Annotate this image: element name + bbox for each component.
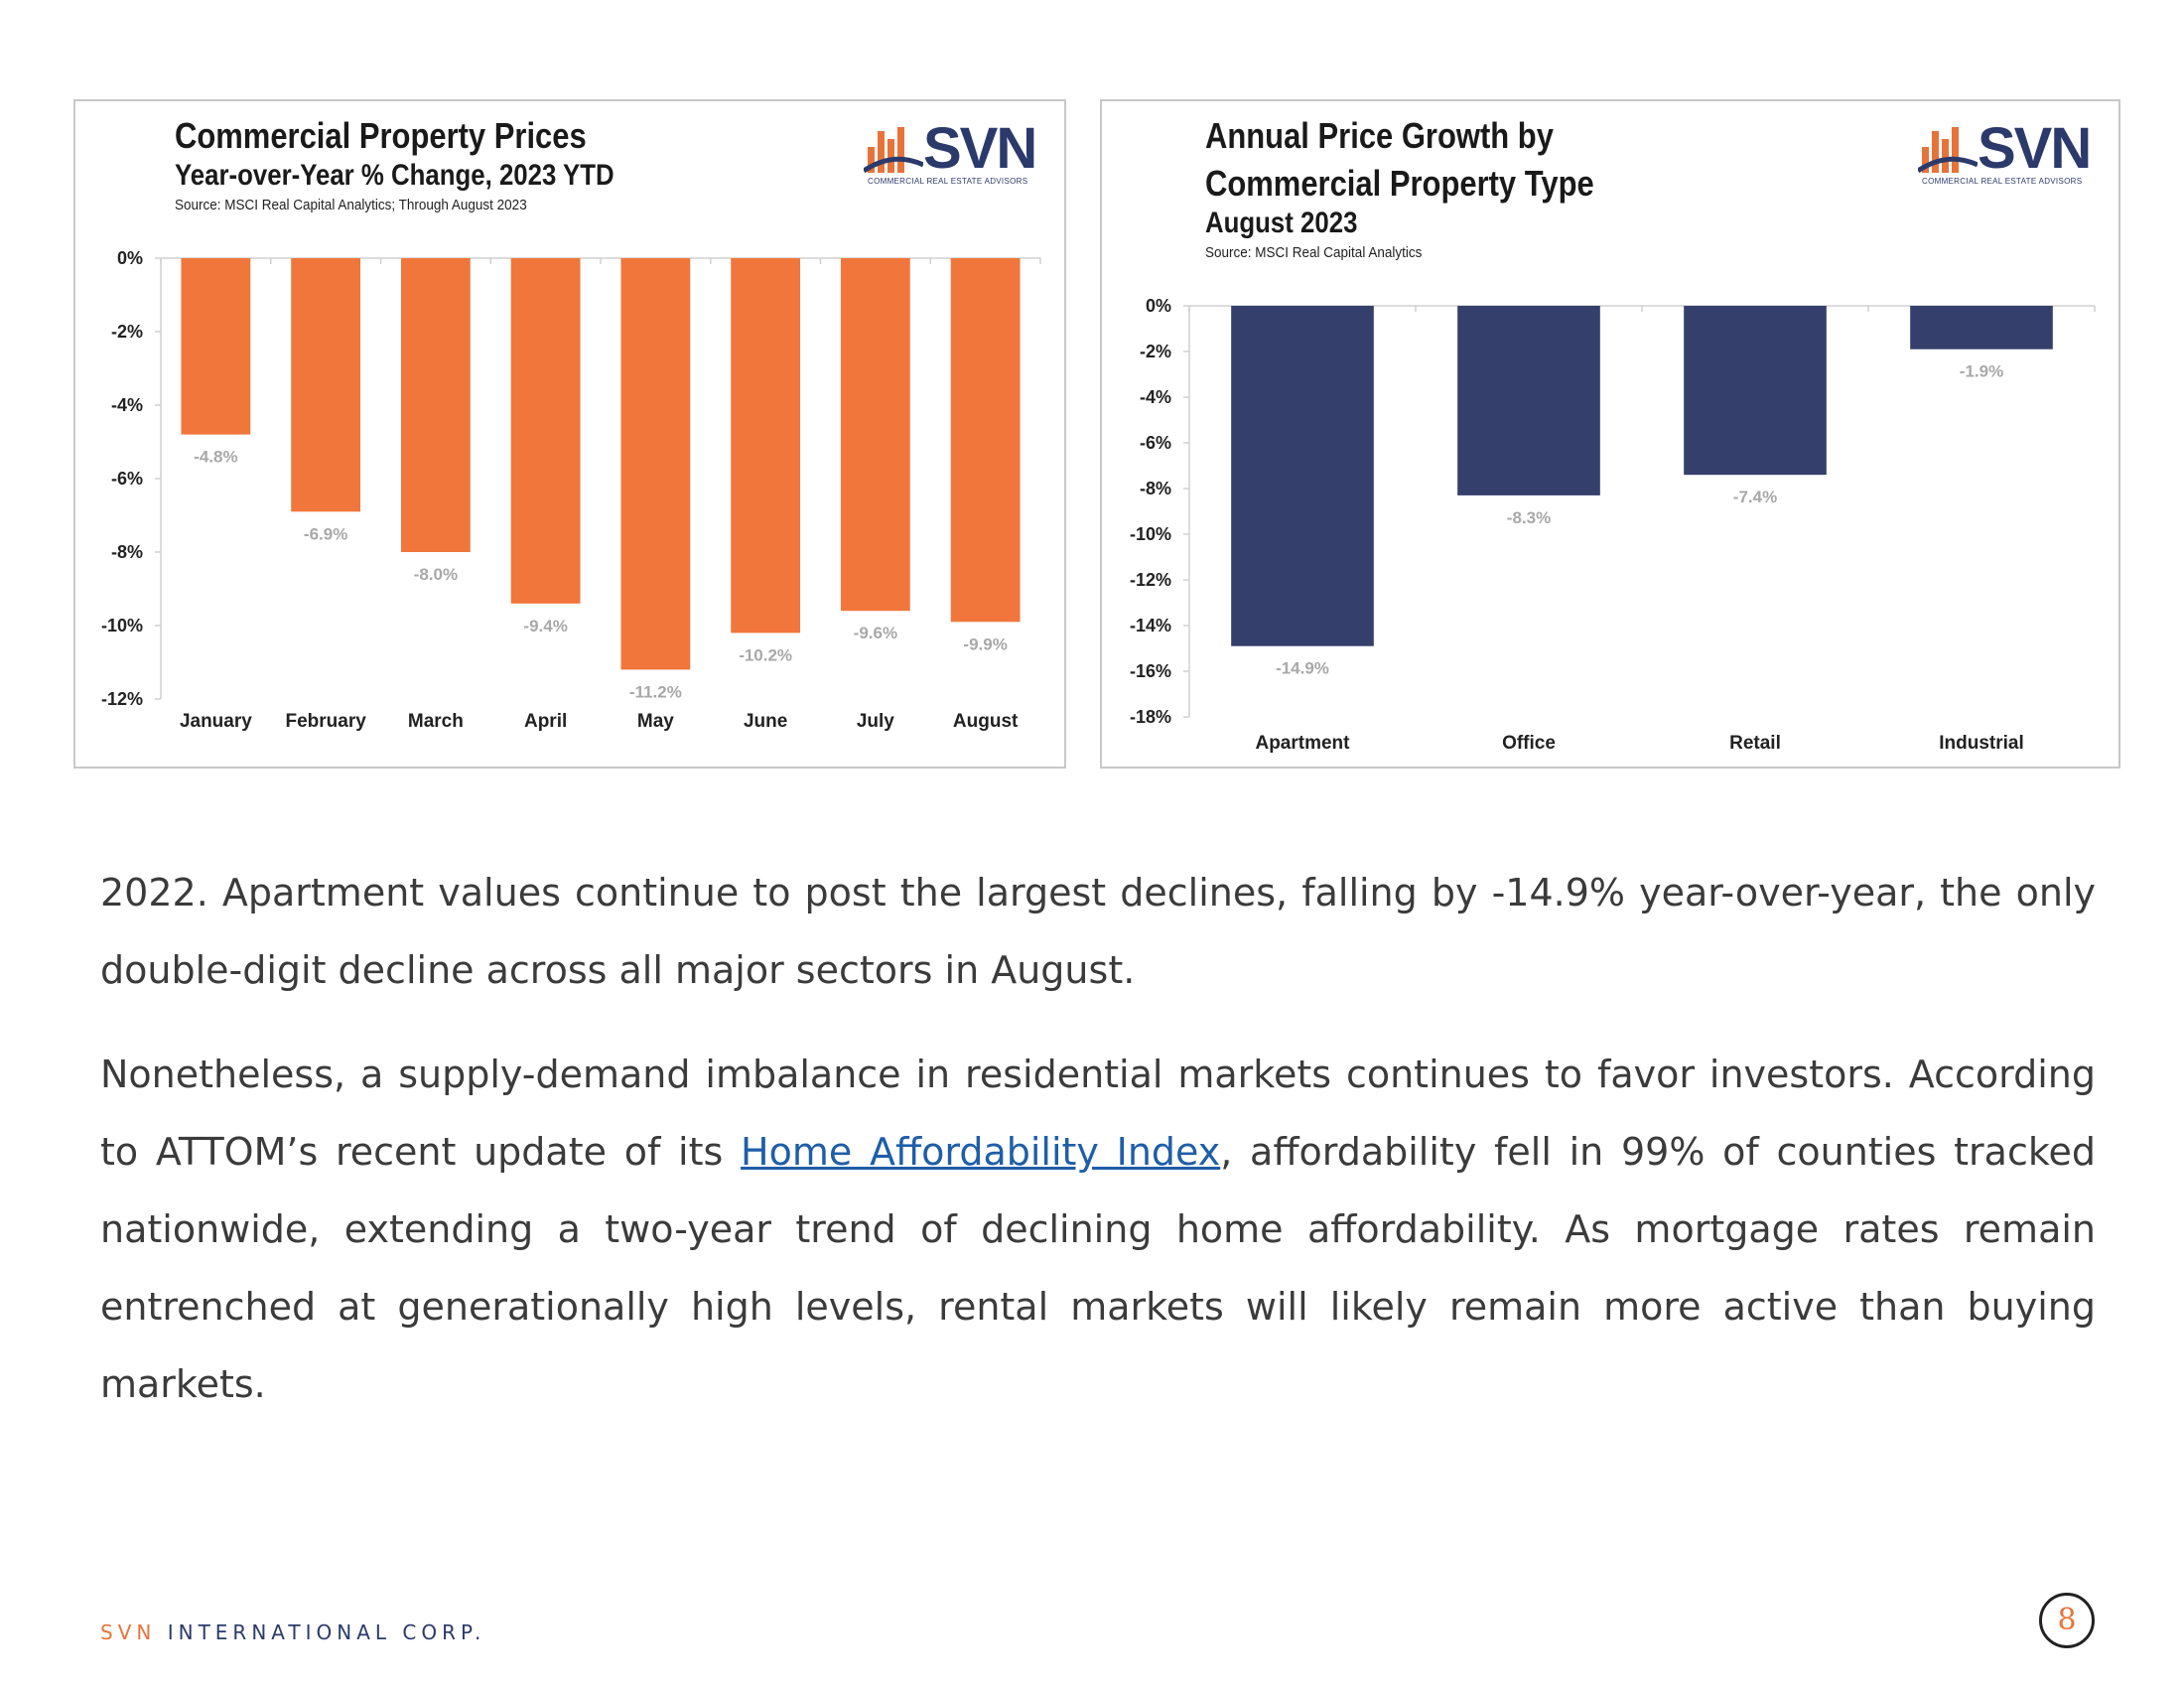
bar-march	[400, 258, 471, 552]
category-label: January	[180, 711, 252, 732]
y-tick-label: -18%	[1130, 707, 1171, 727]
data-label: -8.0%	[414, 565, 458, 584]
bar-january	[181, 258, 251, 435]
paragraph-text: , affordability fell in 99% of counties …	[100, 1130, 2096, 1406]
chart-monthly-price-change: Commercial Property Prices Year-over-Yea…	[73, 99, 1066, 769]
y-tick-label: -10%	[1130, 524, 1171, 544]
y-tick-label: -8%	[1140, 479, 1171, 498]
y-tick-label: -6%	[1140, 433, 1171, 453]
data-label: -9.9%	[963, 634, 1007, 653]
y-tick-label: -2%	[111, 322, 143, 342]
chart-price-growth-by-type: Annual Price Growth by Commercial Proper…	[1100, 99, 2120, 769]
y-tick-label: -10%	[101, 616, 143, 635]
y-tick-label: -12%	[1130, 570, 1171, 590]
svn-logo: SVN COMMERCIAL REAL ESTATE ADVISORS	[864, 115, 1052, 186]
svn-logo-bars-icon	[864, 127, 923, 174]
footer-brand: SVN INTERNATIONAL CORP.	[100, 1620, 485, 1644]
data-label: -8.3%	[1507, 508, 1551, 527]
data-label: -10.2%	[739, 645, 792, 664]
chart-title-line1: Annual Price Growth by	[1205, 115, 1554, 156]
svn-logo-text: SVN	[923, 116, 1037, 181]
chart-subtitle: Year-over-Year % Change, 2023 YTD	[175, 159, 614, 192]
bar-office	[1457, 306, 1600, 495]
svn-logo-text: SVN	[1978, 116, 2092, 181]
chart-source: Source: MSCI Real Capital Analytics; Thr…	[175, 197, 527, 213]
y-tick-label: -12%	[101, 689, 143, 709]
data-label: -6.9%	[304, 524, 347, 543]
bar-february	[291, 258, 361, 512]
bar-july	[840, 258, 910, 612]
chart-subtitle: August 2023	[1205, 207, 1358, 239]
data-label: -11.2%	[629, 682, 682, 701]
svn-logo-bars-icon	[1918, 127, 1978, 174]
svn-logo-tagline: COMMERCIAL REAL ESTATE ADVISORS	[868, 177, 1028, 186]
bar-may	[620, 258, 691, 670]
data-label: -9.6%	[854, 624, 897, 642]
y-tick-label: -16%	[1130, 661, 1171, 681]
svn-logo-tagline: COMMERCIAL REAL ESTATE ADVISORS	[1922, 177, 2083, 186]
category-label: June	[744, 711, 787, 732]
bar-august	[950, 258, 1021, 623]
y-tick-label: -2%	[1140, 342, 1171, 361]
category-label: February	[285, 711, 366, 732]
chart-title: Commercial Property Prices	[175, 115, 587, 156]
bar-june	[731, 258, 801, 633]
body-paragraph-1: 2022. Apartment values continue to post …	[100, 871, 2096, 992]
bar-industrial	[1910, 306, 2053, 350]
bar-retail	[1684, 306, 1827, 476]
page-number: 8	[2039, 1593, 2095, 1648]
category-label: April	[524, 711, 567, 732]
y-tick-label: -6%	[111, 469, 143, 489]
category-label: Industrial	[1939, 733, 2024, 754]
svn-logo: SVN COMMERCIAL REAL ESTATE ADVISORS	[1918, 115, 2107, 186]
data-label: -1.9%	[1960, 362, 2003, 381]
bar-apartment	[1231, 306, 1374, 646]
chart-source: Source: MSCI Real Capital Analytics	[1205, 244, 1423, 261]
footer-brand-corp: INTERNATIONAL CORP.	[167, 1620, 486, 1644]
y-tick-label: 0%	[117, 248, 143, 268]
home-affordability-index-link[interactable]: Home Affordability Index	[741, 1130, 1221, 1174]
y-tick-label: -8%	[111, 542, 143, 562]
category-label: Retail	[1729, 733, 1781, 754]
data-label: -4.8%	[194, 448, 237, 467]
category-label: May	[637, 711, 674, 732]
category-label: Apartment	[1255, 733, 1350, 754]
chart-plot-area: 0% -2% -4% -6% -8% -10% -12% -14% -16% -18% -14.9%…	[1130, 296, 2096, 754]
y-tick-label: 0%	[1146, 296, 1171, 316]
y-tick-label: -14%	[1130, 616, 1171, 635]
chart-title-line2: Commercial Property Type	[1205, 163, 1594, 204]
y-tick-label: -4%	[1140, 387, 1171, 407]
bar-april	[510, 258, 581, 604]
category-label: August	[953, 711, 1019, 732]
paragraph-text: Nonetheless, a supply-demand imbalance i…	[100, 1053, 2096, 1174]
data-label: -14.9%	[1276, 659, 1329, 678]
category-label: Office	[1502, 733, 1556, 754]
chart-plot-area: 0% -2% -4% -6% -8% -10% -12% -4.8% January -6.9% F…	[101, 248, 1041, 732]
category-label: March	[408, 711, 464, 732]
y-tick-label: -4%	[111, 395, 143, 415]
category-label: July	[857, 711, 894, 732]
data-label: -7.4%	[1733, 488, 1777, 506]
footer-brand-svn: SVN	[100, 1620, 157, 1644]
body-paragraph-2: Nonetheless, a supply-demand imbalance i…	[100, 1036, 2096, 1423]
data-label: -9.4%	[523, 617, 567, 635]
